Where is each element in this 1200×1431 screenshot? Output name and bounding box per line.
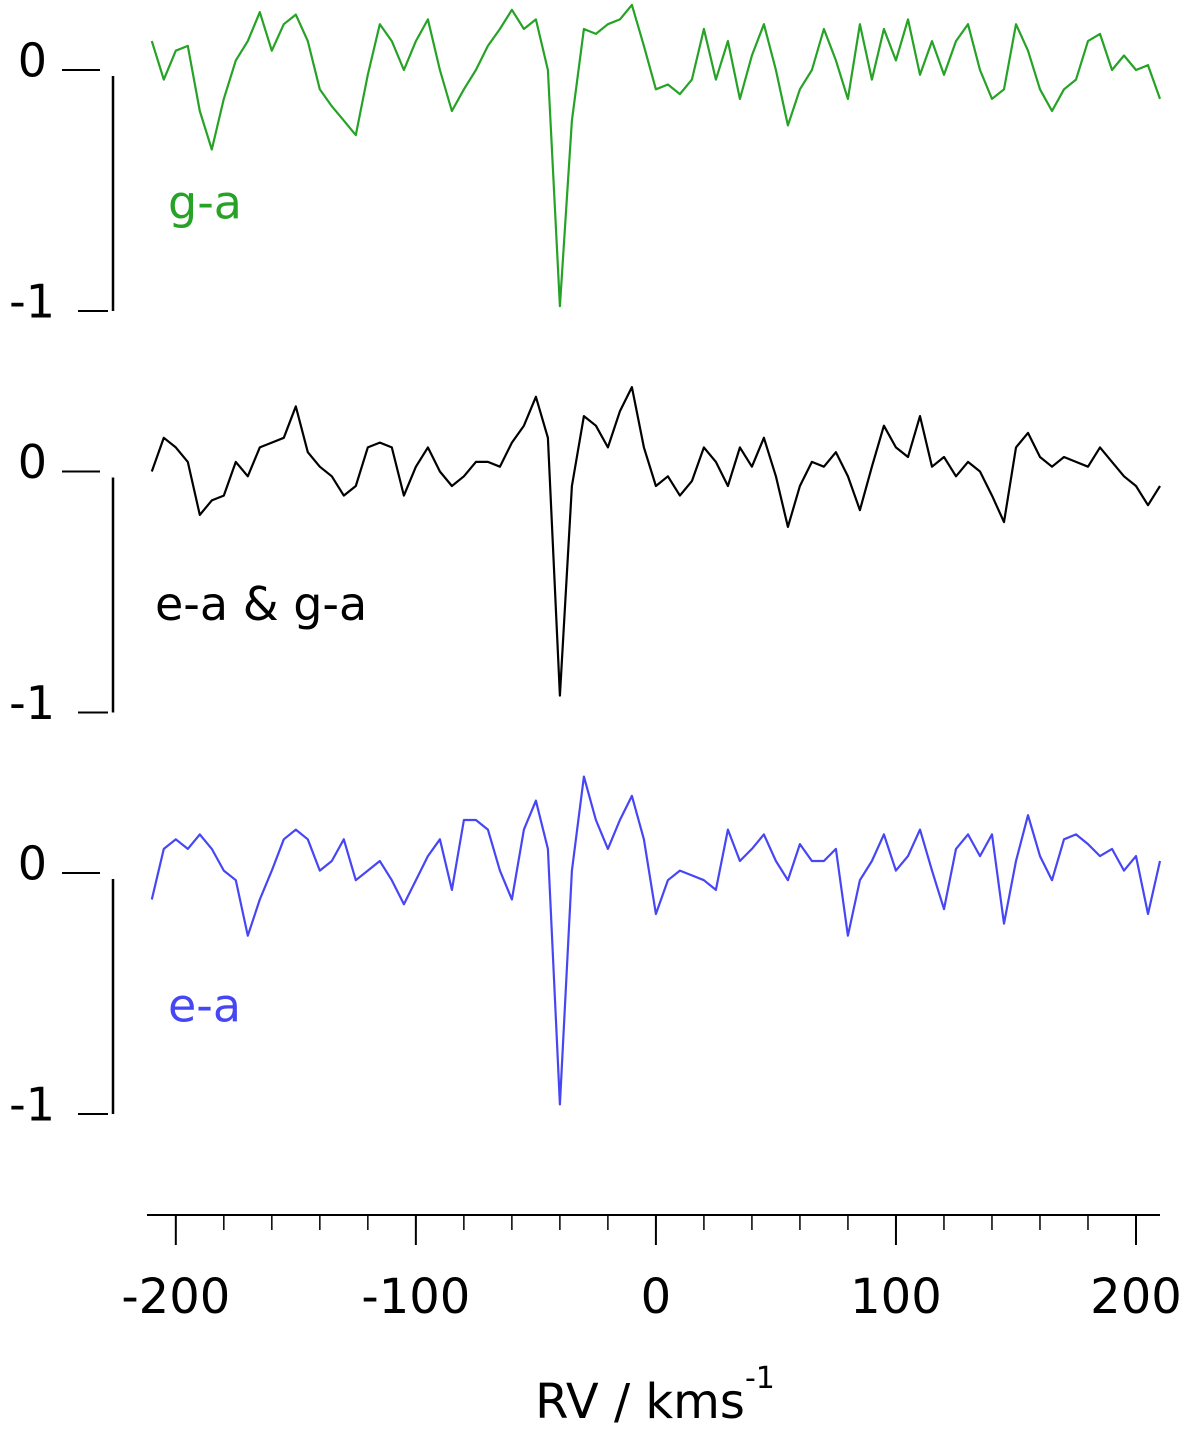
x-tick-label: 0 <box>641 1269 672 1325</box>
x-tick-label: 100 <box>850 1269 942 1325</box>
y-tick-label: -1 <box>9 275 55 329</box>
x-axis-label-text: RV / kms <box>535 1374 745 1430</box>
x-axis-label-superscript: -1 <box>745 1361 775 1396</box>
y-tick-label: -1 <box>9 1078 55 1132</box>
y-tick-label: 0 <box>18 34 47 88</box>
y-tick-label: 0 <box>18 837 47 891</box>
x-tick-label: 200 <box>1090 1269 1182 1325</box>
series-label: g-a <box>168 176 242 230</box>
series-line <box>150 3 1162 308</box>
series-line <box>150 775 1162 1106</box>
series-label: e-a <box>168 979 241 1033</box>
x-axis-label: RV / kms-1 <box>535 1361 775 1431</box>
y-tick-label: 0 <box>18 435 47 489</box>
x-tick-label: -200 <box>121 1269 230 1325</box>
x-tick-label: -100 <box>361 1269 470 1325</box>
series-label: e-a & g-a <box>155 577 367 631</box>
y-tick-label: -1 <box>9 676 55 730</box>
series-line <box>150 386 1161 697</box>
